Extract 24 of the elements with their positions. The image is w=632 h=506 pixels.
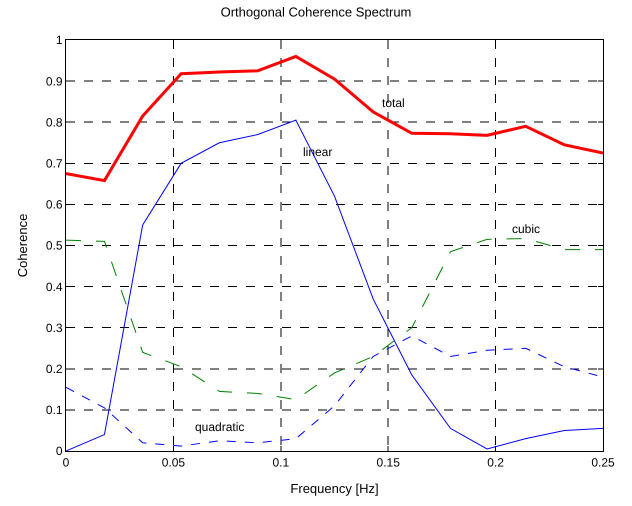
y-tick-label: 1 [56,33,63,48]
x-tick-label: 0.05 [162,455,186,470]
series-label: quadratic [195,420,244,434]
series-label: total [382,96,405,110]
series-label: cubic [512,222,540,236]
x-tick-label: 0.25 [591,455,615,470]
y-tick-label: 0.1 [46,403,63,418]
y-tick-label: 0.2 [46,362,63,376]
y-tick-label: 0.9 [46,74,63,88]
line-series [66,120,603,451]
y-tick-label: 0.4 [46,280,63,294]
y-tick-label: 0.7 [46,156,63,170]
y-tick-label: 0.3 [46,320,63,335]
x-axis-title: Frequency [Hz] [290,481,379,496]
y-tick-label: 0.8 [46,115,63,130]
y-tick-label: 0.5 [46,238,63,253]
y-tick-label: 0.6 [46,198,63,212]
line-series [66,54,603,182]
y-axis-title: Coherence [14,214,30,278]
x-tick-label: 0.1 [272,455,290,470]
x-tick-label: 0.15 [376,455,400,470]
y-tick-label: 0 [56,444,63,458]
chart-title: Orthogonal Coherence Spectrum [220,4,412,20]
x-tick-label: 0.2 [487,455,504,470]
